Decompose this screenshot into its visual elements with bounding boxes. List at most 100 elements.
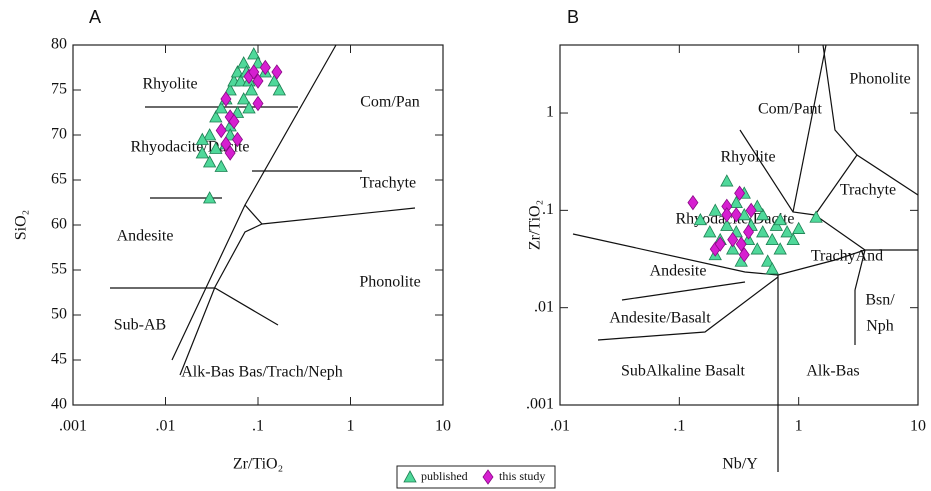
data-point bbox=[761, 254, 775, 267]
data-point bbox=[687, 194, 699, 211]
data-point bbox=[252, 73, 264, 89]
field-label: Andesite bbox=[117, 228, 174, 245]
field-label: Bsn/ bbox=[865, 292, 895, 309]
y-tick-label: 70 bbox=[51, 126, 67, 143]
data-point bbox=[214, 159, 228, 172]
y-tick-label: .01 bbox=[534, 298, 554, 315]
field-label: Alk-Bas Bas/Trach/Neph bbox=[181, 364, 343, 381]
field-label: Nph bbox=[866, 318, 894, 335]
data-point bbox=[271, 64, 283, 80]
field-label: Andesite/Basalt bbox=[609, 310, 711, 327]
y-tick-label: 50 bbox=[51, 306, 67, 323]
x-tick-label: 10 bbox=[910, 418, 926, 435]
legend-label: this study bbox=[499, 469, 545, 483]
field-label: Com/Pan bbox=[360, 94, 420, 111]
field-label: Sub-AB bbox=[114, 317, 166, 334]
y-axis-label: SiO₂ bbox=[13, 210, 30, 240]
data-point bbox=[248, 64, 260, 80]
plot-frame bbox=[559, 44, 919, 406]
field-label: Andesite bbox=[650, 263, 707, 280]
field-label: Rhyolite bbox=[142, 76, 197, 93]
data-point bbox=[202, 191, 217, 204]
data-point bbox=[720, 218, 734, 231]
data-point bbox=[214, 101, 228, 114]
field-label: SubAlkaline Basalt bbox=[621, 363, 746, 380]
data-point bbox=[209, 110, 223, 123]
x-tick-label: 1 bbox=[347, 418, 355, 435]
field-label: Trachyte bbox=[360, 175, 416, 192]
x-axis-label: Zr/TiO₂ bbox=[233, 456, 283, 473]
data-point bbox=[721, 207, 733, 223]
legend-label: published bbox=[421, 469, 468, 483]
data-point bbox=[209, 141, 223, 154]
data-point bbox=[714, 236, 726, 252]
data-point bbox=[230, 65, 245, 78]
x-tick-label: .1 bbox=[252, 418, 264, 435]
data-point bbox=[231, 131, 243, 148]
data-point bbox=[734, 185, 746, 201]
data-point bbox=[786, 232, 800, 246]
y-tick-label: .1 bbox=[542, 201, 554, 218]
data-point bbox=[780, 225, 794, 238]
data-point bbox=[247, 47, 261, 60]
field-label: TrachyAnd bbox=[811, 248, 883, 265]
data-point bbox=[756, 225, 770, 238]
field-label: Phonolite bbox=[359, 274, 420, 291]
data-point bbox=[267, 74, 281, 87]
y-axis-label: Zr/TiO₂ bbox=[527, 200, 544, 250]
field-label: Alk-Bas bbox=[806, 363, 859, 380]
panel-title: A bbox=[89, 7, 101, 27]
data-point bbox=[202, 128, 217, 141]
data-point bbox=[259, 59, 271, 76]
data-point bbox=[773, 212, 787, 226]
data-point bbox=[228, 113, 240, 130]
data-point bbox=[773, 242, 787, 255]
data-point bbox=[242, 101, 256, 114]
x-tick-label: .01 bbox=[550, 418, 570, 435]
field-label: Com/Pant bbox=[758, 101, 823, 118]
data-point bbox=[756, 207, 770, 221]
data-point bbox=[244, 83, 259, 96]
data-point bbox=[220, 91, 232, 107]
data-point bbox=[202, 155, 217, 168]
data-point bbox=[236, 56, 251, 69]
data-point bbox=[223, 128, 237, 141]
field-boundaries bbox=[110, 44, 919, 472]
data-point bbox=[236, 92, 251, 105]
data-point bbox=[252, 95, 264, 112]
field-label: Rhyolite bbox=[720, 149, 775, 166]
data-point bbox=[215, 122, 227, 139]
data-point bbox=[693, 212, 708, 226]
data-point bbox=[750, 242, 764, 255]
data-point bbox=[727, 231, 739, 248]
data-point bbox=[791, 221, 806, 234]
x-tick-label: 1 bbox=[795, 418, 803, 435]
y-tick-label: 80 bbox=[51, 36, 67, 53]
data-point bbox=[765, 232, 779, 246]
data-point bbox=[738, 247, 750, 263]
field-label: Phonolite bbox=[849, 71, 910, 88]
y-tick-label: 75 bbox=[51, 81, 67, 98]
data-point bbox=[809, 210, 823, 223]
y-tick-label: 65 bbox=[51, 171, 67, 188]
data-point bbox=[272, 83, 286, 96]
data-point bbox=[735, 236, 747, 252]
data-point bbox=[708, 203, 722, 216]
y-tick-label: .001 bbox=[526, 396, 554, 413]
legend-marker bbox=[482, 469, 494, 485]
legend-box bbox=[396, 465, 556, 489]
x-tick-label: .1 bbox=[673, 418, 685, 435]
panel-title: B bbox=[567, 7, 579, 27]
data-point bbox=[220, 136, 232, 152]
x-tick-label: 10 bbox=[435, 418, 451, 435]
data-point bbox=[703, 225, 717, 238]
data-point bbox=[765, 262, 779, 275]
data-point bbox=[224, 145, 236, 161]
y-tick-label: 1 bbox=[546, 104, 554, 121]
y-tick-label: 45 bbox=[51, 351, 67, 368]
legend-marker bbox=[403, 470, 417, 483]
data-point bbox=[745, 202, 757, 219]
x-tick-label: .01 bbox=[156, 418, 176, 435]
x-tick-label: .001 bbox=[59, 418, 87, 435]
